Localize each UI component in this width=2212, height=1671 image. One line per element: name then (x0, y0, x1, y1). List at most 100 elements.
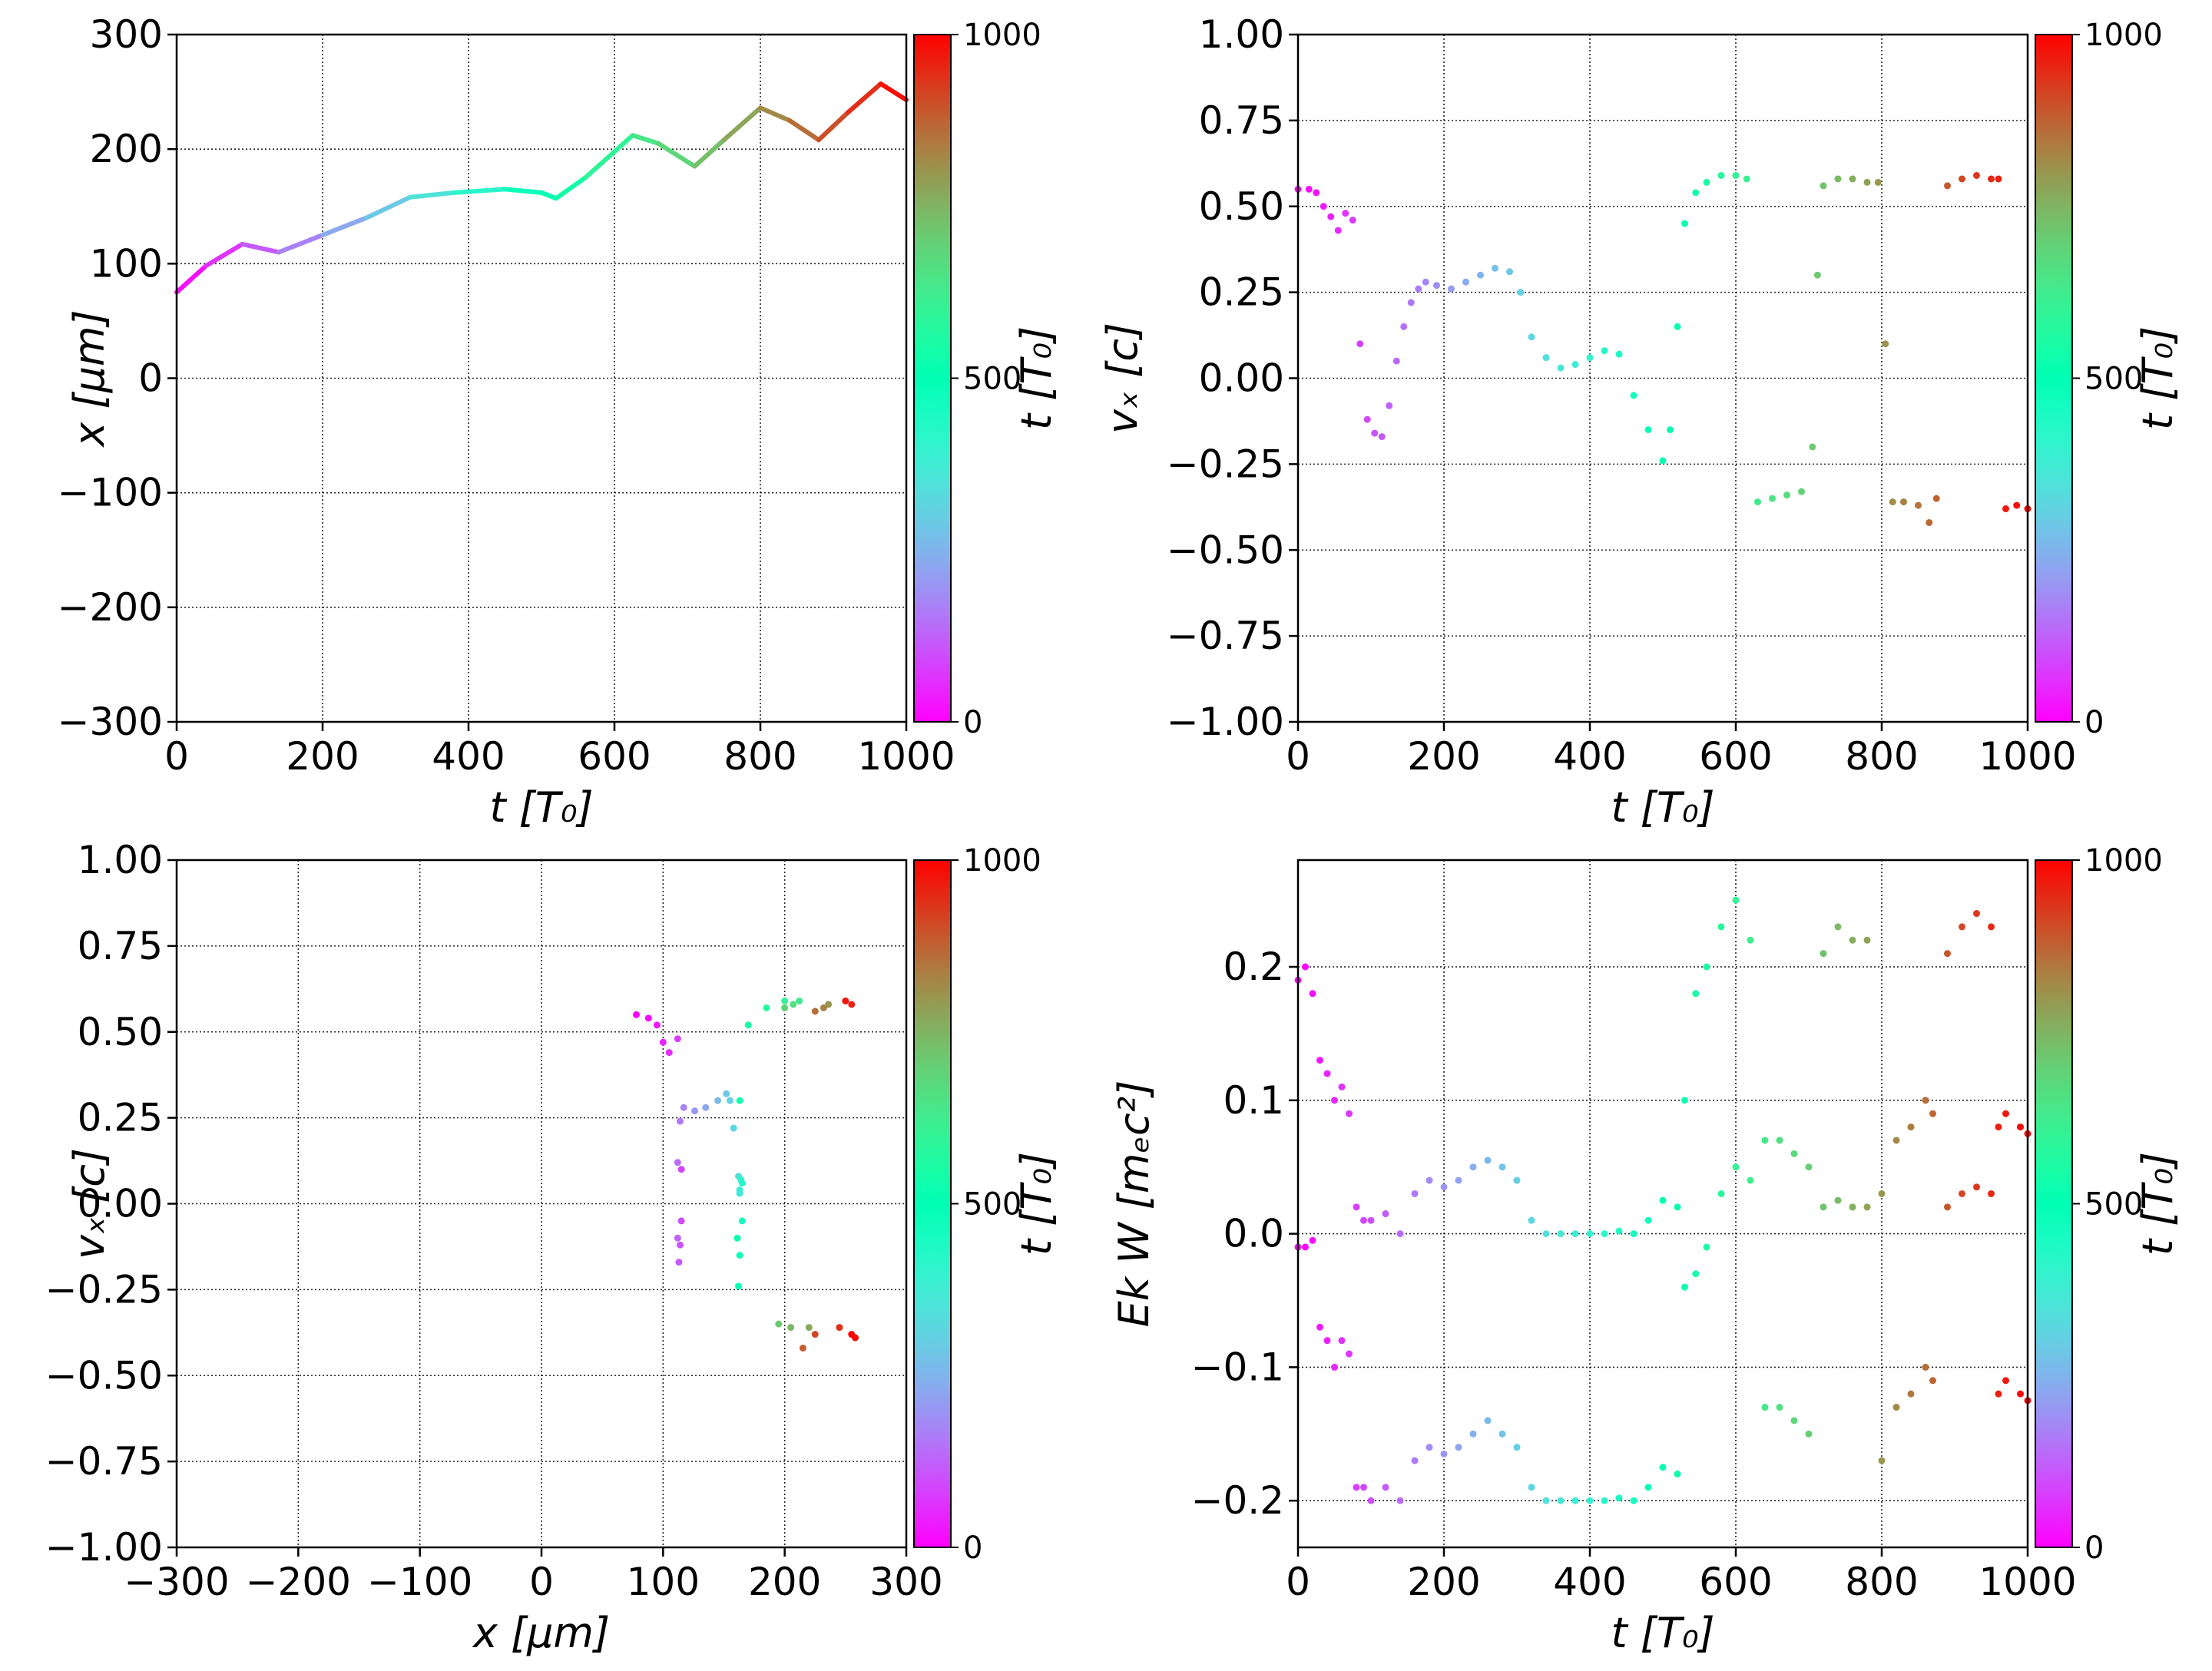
data-point (1813, 271, 1821, 279)
data-point (2017, 1390, 2024, 1398)
line-segment (408, 190, 456, 200)
data-point (1681, 220, 1688, 227)
data-point (848, 1331, 856, 1338)
data-point (1674, 323, 1681, 330)
data-point (1783, 491, 1790, 499)
data-point (1805, 1163, 1813, 1171)
data-point (1382, 1210, 1389, 1218)
data-point (1703, 1243, 1710, 1251)
panel-2: 0 200 400 600 800 1000 −1.00 −0.75 −0.50 −0.25 0.0… (1098, 12, 2182, 832)
data-point (1411, 1457, 1419, 1464)
data-point (1747, 1176, 1754, 1184)
data-point (730, 1124, 737, 1132)
data-point (820, 1004, 827, 1011)
y-tick-label: −300 (58, 700, 163, 744)
data-point (1316, 1323, 1323, 1331)
y-tick-label: 0 (138, 356, 163, 401)
data-point (1371, 429, 1379, 437)
data-point (1615, 350, 1623, 358)
data-point (1349, 217, 1356, 224)
data-point (1542, 1497, 1550, 1504)
line-segment (656, 141, 697, 169)
colorbar-label: t [T₀] (2134, 326, 2182, 430)
data-point (1615, 1494, 1623, 1502)
data-point (1338, 1083, 1346, 1090)
data-point (1338, 1337, 1346, 1345)
data-point (1331, 1097, 1338, 1104)
data-point (677, 1117, 684, 1125)
line-segment (721, 105, 763, 143)
data-point (1615, 1227, 1623, 1235)
x-tick-label: 100 (627, 1560, 700, 1604)
data-point (1692, 990, 1700, 998)
data-point (1926, 518, 1933, 526)
y-tick-label: 0.00 (78, 1182, 163, 1226)
data-marks (1294, 896, 2032, 1504)
data-point (1484, 1156, 1492, 1164)
data-point (1309, 990, 1316, 998)
data-point (723, 1090, 730, 1097)
data-point (2002, 1110, 2009, 1117)
data-point (796, 997, 803, 1004)
data-point (736, 1252, 743, 1259)
data-point (674, 1035, 681, 1043)
data-point (677, 1217, 685, 1225)
y-tick-label: −0.50 (45, 1353, 163, 1398)
x-tick-label: 800 (724, 734, 796, 779)
data-point (1732, 1163, 1740, 1171)
data-point (1528, 333, 1535, 341)
line-segment (787, 117, 821, 143)
data-point (1469, 1430, 1477, 1438)
x-tick-label: 0 (1286, 734, 1310, 779)
data-point (1754, 498, 1761, 506)
x-tick-label: 200 (1407, 1560, 1480, 1604)
colorbar-tick-label: 0 (2085, 705, 2104, 740)
data-point (1586, 354, 1594, 362)
data-point (1703, 963, 1710, 971)
data-point (1309, 1236, 1316, 1244)
data-point (1426, 1176, 1433, 1184)
data-point (1922, 1363, 1929, 1371)
data-point (1907, 1390, 1915, 1398)
data-point (1331, 1363, 1338, 1371)
colorbar-tick-label: 0 (2085, 1530, 2104, 1566)
data-point (1973, 910, 1980, 918)
panel-4: 0 200 400 600 800 1000 −0.2 −0.1 0.0 0.1 0.2 t [T₀]… (1110, 843, 2182, 1657)
data-point (848, 1001, 856, 1008)
data-point (1448, 285, 1455, 293)
data-point (680, 1104, 687, 1111)
data-point (1528, 1216, 1535, 1224)
line-segment (758, 105, 792, 123)
x-tick-label: 1000 (1979, 1560, 2076, 1604)
x-tick-label: −200 (246, 1560, 351, 1604)
data-point (1360, 1216, 1367, 1224)
colorbar-gradient (913, 859, 952, 1548)
data-point (1776, 1404, 1783, 1411)
data-point (1586, 1230, 1594, 1238)
y-tick-label: 100 (90, 241, 163, 286)
line-segment (320, 215, 369, 238)
data-point (825, 1001, 833, 1008)
data-point (1959, 923, 1965, 931)
colorbar-tick-label: 1000 (2085, 843, 2163, 879)
line-segment (846, 81, 883, 115)
data-marks (174, 81, 909, 295)
data-point (2013, 501, 2021, 509)
data-point (1302, 963, 1309, 971)
line-segment (204, 241, 245, 269)
data-point (1484, 1417, 1492, 1424)
data-point (1692, 1270, 1700, 1278)
data-point (1630, 1230, 1637, 1238)
x-tick-label: 200 (748, 1560, 821, 1604)
data-point (1462, 278, 1469, 286)
line-segment (502, 187, 544, 195)
data-point (1513, 1444, 1521, 1451)
data-point (1601, 347, 1608, 355)
colorbar-tick-label: 1000 (2085, 18, 2163, 53)
data-point (763, 1004, 770, 1011)
data-point (633, 1011, 640, 1018)
data-point (677, 1241, 684, 1249)
data-point (1316, 1057, 1323, 1064)
data-point (677, 1166, 685, 1173)
line-segment (630, 133, 661, 146)
